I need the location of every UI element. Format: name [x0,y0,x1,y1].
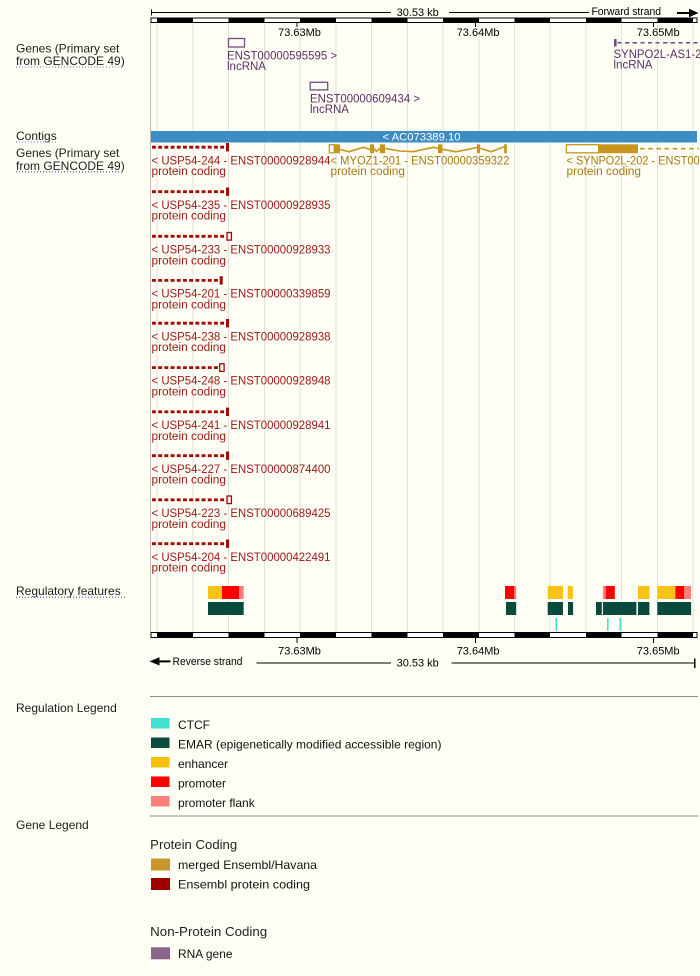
svg-text:protein coding: protein coding [331,166,406,178]
svg-text:promoter: promoter [178,777,226,791]
svg-text:protein coding: protein coding [152,255,227,267]
svg-text:73.64Mb: 73.64Mb [457,646,500,658]
svg-text:lncRNA: lncRNA [227,61,266,73]
svg-text:protein coding: protein coding [152,166,227,178]
svg-text:from GENCODE 49): from GENCODE 49) [16,159,125,173]
svg-text:Non-Protein Coding: Non-Protein Coding [150,924,267,939]
svg-text:protein coding: protein coding [152,342,227,354]
svg-text:73.65Mb: 73.65Mb [637,646,680,658]
svg-text:protein coding: protein coding [152,211,227,223]
svg-text:Regulation Legend: Regulation Legend [16,701,117,715]
svg-text:73.65Mb: 73.65Mb [637,27,680,39]
svg-text:protein coding: protein coding [152,387,227,399]
svg-text:Forward strand: Forward strand [592,6,662,18]
svg-text:30.53 kb: 30.53 kb [397,7,439,19]
svg-text:protein coding: protein coding [152,299,227,311]
svg-text:< AC073389.10: < AC073389.10 [383,131,461,143]
svg-text:protein coding: protein coding [152,431,227,443]
svg-text:Reverse strand: Reverse strand [173,656,243,668]
svg-text:73.63Mb: 73.63Mb [278,646,321,658]
svg-text:merged Ensembl/Havana: merged Ensembl/Havana [178,858,317,872]
svg-text:enhancer: enhancer [178,757,228,771]
svg-text:lncRNA: lncRNA [310,104,349,116]
svg-text:lncRNA: lncRNA [614,59,653,71]
svg-text:CTCF: CTCF [178,718,210,732]
svg-text:Ensembl protein coding: Ensembl protein coding [178,878,310,892]
svg-text:protein coding: protein coding [152,563,227,575]
svg-text:30.53 kb: 30.53 kb [397,657,439,669]
svg-text:73.63Mb: 73.63Mb [278,27,321,39]
svg-text:protein coding: protein coding [152,475,227,487]
svg-text:Gene Legend: Gene Legend [16,818,89,832]
svg-text:Contigs: Contigs [16,129,57,143]
svg-text:Regulatory features: Regulatory features [16,584,121,598]
svg-text:RNA gene: RNA gene [178,947,233,961]
svg-text:from GENCODE 49): from GENCODE 49) [16,54,125,68]
svg-text:EMAR (epigenetically modified: EMAR (epigenetically modified accessible… [178,738,441,752]
svg-text:protein coding: protein coding [567,166,642,178]
svg-text:promoter flank: promoter flank [178,796,256,810]
svg-text:Protein Coding: Protein Coding [150,837,237,852]
svg-text:protein coding: protein coding [152,519,227,531]
svg-text:73.64Mb: 73.64Mb [457,27,500,39]
